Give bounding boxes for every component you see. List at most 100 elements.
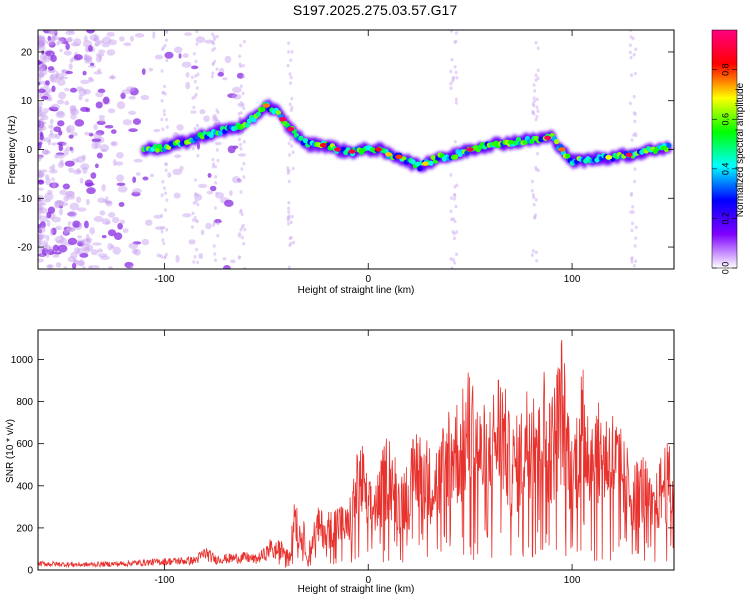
heatmap-stripe-cell — [287, 50, 291, 54]
heatmap-noise-cell — [118, 201, 125, 207]
heatmap-stripe-cell — [289, 108, 293, 113]
heatmap-ridge — [140, 98, 672, 173]
heatmap-noise-cell — [74, 119, 85, 127]
heatmap-stripe-cell — [630, 73, 634, 78]
heatmap-noise-cell — [142, 176, 149, 181]
heatmap-noise-cell — [110, 129, 117, 134]
heatmap-noise-cell — [46, 220, 51, 227]
heatmap-stripe-cell — [289, 75, 293, 80]
heatmap-stripe-cell — [451, 229, 455, 234]
heatmap-stripe-cell — [239, 142, 243, 147]
heatmap-stripe-cell — [193, 178, 197, 182]
heatmap-noise-cell — [67, 237, 78, 246]
heatmap-ridge-cell — [255, 111, 261, 117]
heatmap-stripe-cell — [287, 41, 291, 46]
heatmap-stripe-cell — [214, 164, 218, 169]
snr-y-ticks: 0 200 400 600 800 1000 — [11, 355, 674, 577]
heatmap-noise-cell — [82, 166, 88, 174]
heatmap-noise-cell — [185, 81, 191, 90]
heatmap-stripe-cell — [454, 204, 458, 209]
colorbar-tick-label: 0.0 — [721, 262, 731, 275]
heatmap-noise-cell — [86, 187, 96, 195]
heatmap-noise-cell — [56, 153, 66, 159]
heatmap-noise-cell — [128, 110, 137, 116]
heatmap-noise-cell — [207, 173, 212, 178]
heatmap-noise-cell — [98, 114, 106, 119]
heatmap-noise-cell — [58, 37, 65, 45]
heatmap-stripe-cell — [160, 226, 164, 230]
heatmap-noise-cell — [101, 42, 111, 48]
heatmap-noise-cell — [119, 36, 125, 42]
heatmap-stripe-cell — [534, 73, 538, 78]
heatmap-ridge-cell — [414, 161, 421, 167]
spectrogram-y-axis-label: Frequency (Hz) — [7, 116, 18, 185]
colorbar: 0.0 0.2 0.4 0.6 0.8 Normalized spectral ampl… — [711, 29, 746, 274]
heatmap-stripe-cell — [292, 240, 296, 245]
heatmap-noise-cell — [77, 207, 87, 212]
heatmap-stripe-cell — [165, 228, 169, 232]
spectrogram-heatmap — [38, 30, 672, 269]
heatmap-stripe-cell — [239, 228, 243, 232]
heatmap-noise-cell — [38, 118, 43, 126]
colorbar-ticks: 0.0 0.2 0.4 0.6 0.8 — [712, 63, 737, 274]
heatmap-noise-cell — [198, 183, 208, 189]
heatmap-peak-cell — [358, 148, 366, 153]
heatmap-stripe-cell — [453, 40, 457, 44]
heatmap-stripe-cell — [195, 42, 199, 46]
heatmap-stripe-cell — [191, 211, 195, 216]
heatmap-stripe-cell — [216, 233, 220, 238]
heatmap-noise-cell — [135, 172, 141, 176]
heatmap-noise-cell — [128, 128, 138, 133]
heatmap-noise-cell — [67, 221, 72, 226]
heatmap-ridge-cell — [417, 166, 423, 172]
heatmap-noise-cell — [58, 76, 69, 80]
heatmap-noise-cell — [75, 156, 86, 163]
heatmap-stripe-cell — [195, 30, 199, 34]
heatmap-peak-cell — [348, 149, 356, 154]
heatmap-noise-cell — [59, 201, 69, 207]
heatmap-stripe-cell — [165, 162, 169, 166]
heatmap-noise-cell — [39, 207, 48, 214]
snr-y-tick-label: 600 — [16, 439, 33, 450]
heatmap-noise-cell — [224, 55, 232, 64]
heatmap-noise-cell — [106, 49, 116, 56]
heatmap-stripe-cell — [287, 179, 291, 184]
heatmap-stripe-cell — [449, 69, 453, 74]
heatmap-stripe-cell — [195, 123, 199, 128]
heatmap-stripe-cell — [194, 59, 198, 64]
heatmap-stripe-cell — [163, 112, 167, 117]
heatmap-noise-cell — [38, 234, 43, 240]
heatmap-noise-cell — [95, 91, 104, 98]
heatmap-stripe-cell — [161, 45, 165, 50]
heatmap-noise-cell — [84, 179, 94, 188]
heatmap-noise-cell — [116, 101, 126, 110]
heatmap-noise-cell — [66, 30, 75, 33]
heatmap-noise-cell — [69, 202, 80, 211]
heatmap-noise-cell — [50, 118, 54, 125]
heatmap-stripe-cell — [165, 136, 169, 141]
heatmap-stripe-cell — [532, 96, 536, 100]
heatmap-stripe-cell — [535, 151, 539, 156]
heatmap-noise-cell — [55, 262, 62, 268]
heatmap-noise-cell — [78, 222, 82, 227]
heatmap-peak-cell — [395, 154, 403, 160]
heatmap-noise-cell — [41, 50, 45, 55]
heatmap-noise-cell — [58, 91, 66, 100]
heatmap-noise-cell — [66, 190, 75, 197]
heatmap-peak-cell — [491, 141, 499, 147]
heatmap-stripe-cell — [536, 68, 540, 73]
heatmap-stripe-cell — [449, 173, 453, 177]
heatmap-noise-cell — [65, 43, 70, 50]
heatmap-noise-cell — [205, 222, 212, 230]
heatmap-noise-cell — [38, 37, 42, 44]
heatmap-noise-cell — [206, 190, 213, 195]
heatmap-stripe-cell — [630, 138, 634, 142]
heatmap-noise-cell — [70, 113, 77, 120]
heatmap-ridge-cell — [208, 132, 214, 138]
heatmap-noise-cell — [86, 30, 96, 34]
heatmap-noise-cell — [184, 32, 192, 36]
heatmap-noise-cell — [152, 31, 156, 39]
heatmap-stripe-cell — [237, 179, 241, 184]
heatmap-stripe-cell — [531, 110, 535, 115]
